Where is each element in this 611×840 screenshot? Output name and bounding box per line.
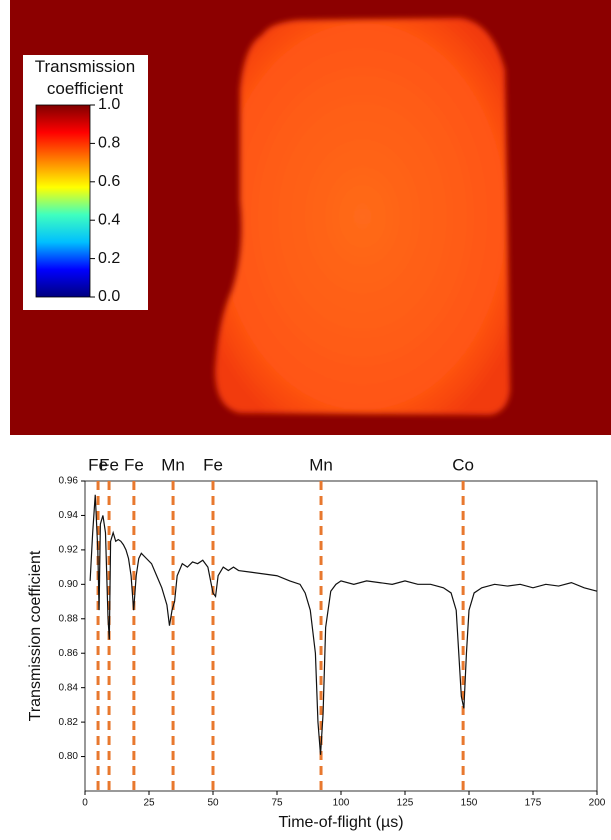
colorbar-tick-label: 0.6 bbox=[98, 173, 120, 190]
spectrum-line bbox=[89, 494, 598, 755]
element-label: Fe bbox=[88, 455, 108, 474]
element-label: Fe bbox=[203, 455, 223, 474]
element-label: Mn bbox=[309, 455, 333, 474]
y-tick-label: 0.96 bbox=[59, 476, 79, 487]
colorbar-tick-label: 0.0 bbox=[98, 288, 120, 305]
x-tick-label: 50 bbox=[207, 798, 219, 809]
colorbar-tick-label: 0.4 bbox=[98, 211, 120, 228]
y-tick-label: 0.90 bbox=[59, 579, 79, 590]
element-label: Fe bbox=[124, 455, 144, 474]
x-tick-label: 200 bbox=[589, 798, 606, 809]
y-tick-label: 0.82 bbox=[59, 717, 79, 728]
y-tick-label: 0.88 bbox=[59, 613, 79, 624]
y-tick-label: 0.94 bbox=[59, 510, 79, 521]
y-axis-label: Transmission coefficient bbox=[27, 550, 44, 721]
x-tick-label: 100 bbox=[333, 798, 350, 809]
x-tick-label: 125 bbox=[397, 798, 414, 809]
sample-image bbox=[215, 18, 510, 415]
x-tick-label: 0 bbox=[82, 798, 88, 809]
x-tick-label: 175 bbox=[525, 798, 542, 809]
colorbar-tick-label: 0.2 bbox=[98, 250, 120, 267]
plot-frame bbox=[84, 480, 598, 792]
colorbar-tick-label: 1.0 bbox=[98, 96, 120, 113]
x-axis-label: Time-of-flight (µs) bbox=[278, 814, 403, 831]
y-tick-label: 0.80 bbox=[59, 751, 79, 762]
colorbar-tick-label: 0.8 bbox=[98, 135, 120, 152]
element-label: Co bbox=[452, 455, 474, 474]
x-tick-label: 75 bbox=[271, 798, 283, 809]
y-tick-label: 0.92 bbox=[59, 545, 79, 556]
element-label: Mn bbox=[161, 455, 185, 474]
colorbar bbox=[35, 104, 91, 298]
y-tick-label: 0.86 bbox=[59, 648, 79, 659]
x-tick-label: 150 bbox=[461, 798, 478, 809]
element-label: Fe bbox=[99, 455, 119, 474]
colorbar-title: Transmission coefficient bbox=[35, 57, 135, 98]
x-tick-label: 25 bbox=[143, 798, 155, 809]
y-tick-label: 0.84 bbox=[59, 682, 79, 693]
